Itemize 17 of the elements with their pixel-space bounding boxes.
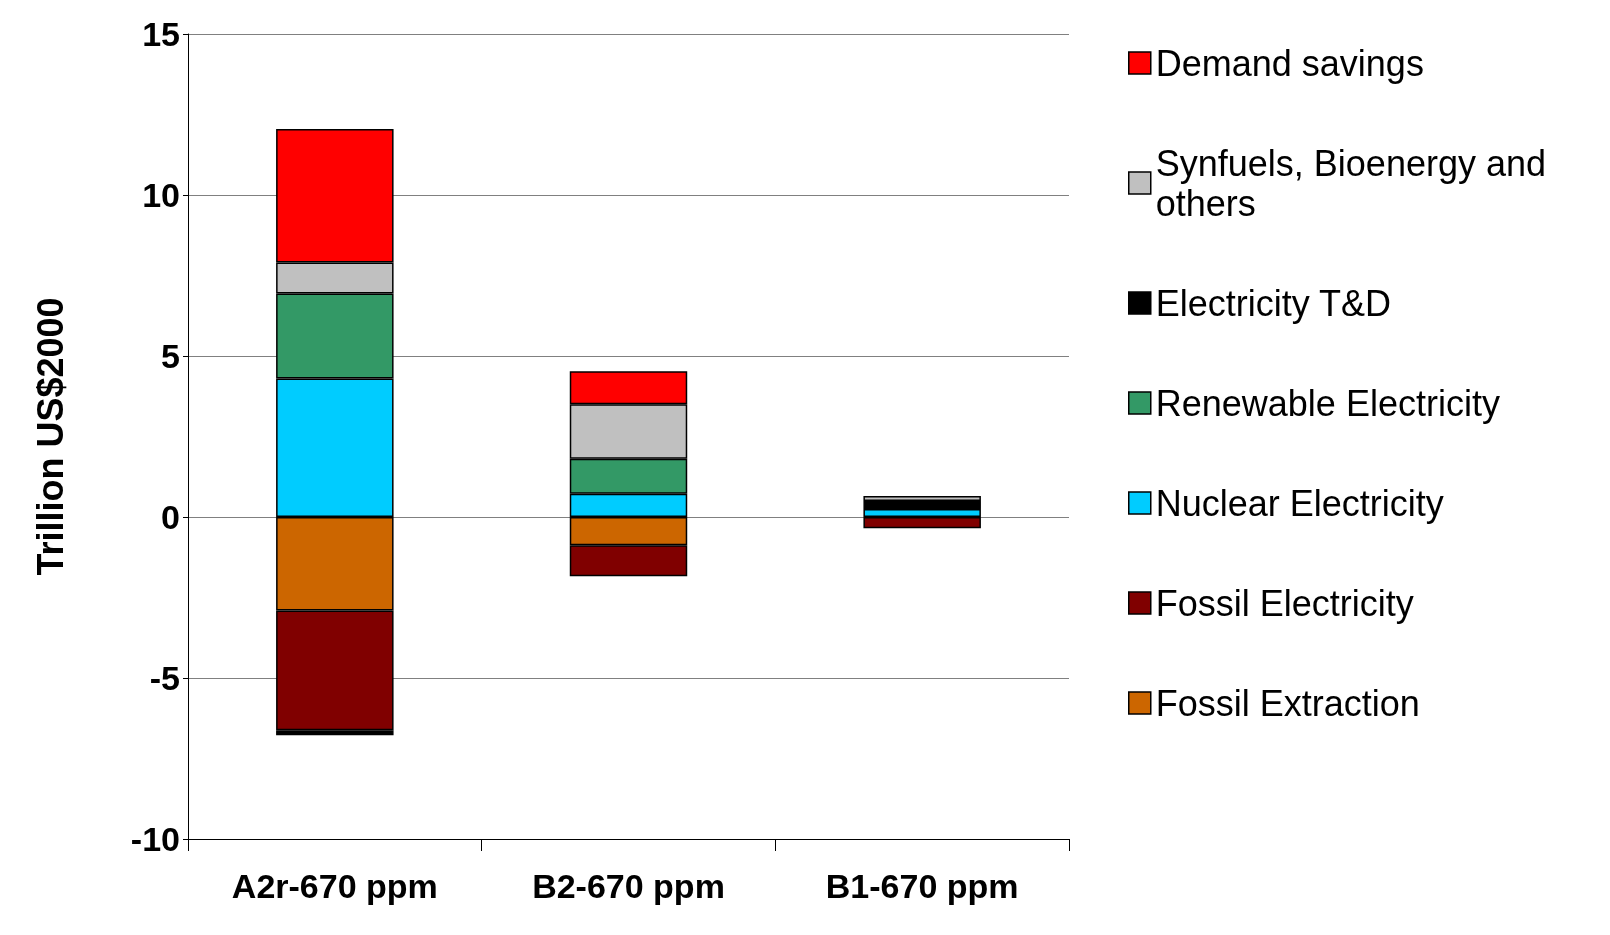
y-tick-label: -10	[130, 820, 180, 858]
y-tick-label: 0	[161, 498, 180, 536]
x-tick-label: B1-670 ppm	[825, 867, 1019, 905]
y-tick-label: 5	[161, 337, 180, 375]
y-tick-label: 10	[142, 176, 180, 214]
y-tick-label: 15	[142, 15, 180, 53]
legend-label: Fossil Extraction	[1155, 682, 1420, 724]
legend-label: Synfuels, Bioenergy and others	[1155, 142, 1557, 224]
x-tick-label: A2r-670 ppm	[231, 867, 438, 905]
y-axis-title: Trillion US$2000	[29, 297, 71, 576]
legend-label: Renewable Electricity	[1155, 382, 1500, 424]
legend-label: Fossil Electricity	[1155, 582, 1414, 624]
legend-label: Nuclear Electricity	[1155, 482, 1444, 524]
x-tick-label: B2-670 ppm	[532, 867, 725, 905]
legend-label: Electricity T&D	[1155, 282, 1392, 324]
legend-label: Demand savings	[1155, 42, 1424, 84]
y-tick-label: -5	[149, 659, 180, 697]
